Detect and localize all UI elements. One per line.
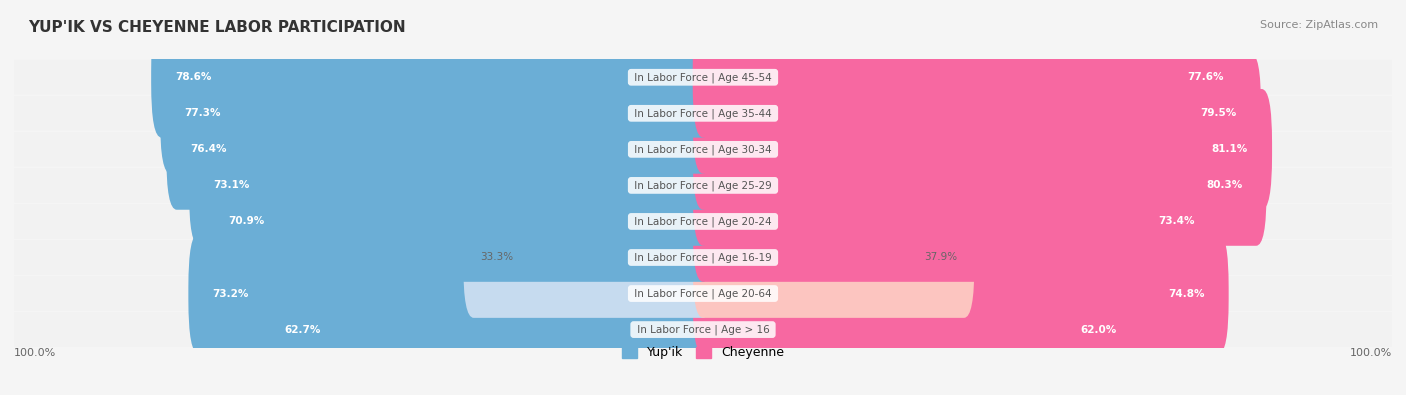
Text: 80.3%: 80.3% xyxy=(1206,181,1243,190)
Text: 33.3%: 33.3% xyxy=(481,252,513,263)
Text: 62.0%: 62.0% xyxy=(1080,325,1116,335)
Text: 81.1%: 81.1% xyxy=(1212,144,1249,154)
FancyBboxPatch shape xyxy=(693,89,1272,210)
Text: 73.1%: 73.1% xyxy=(214,181,249,190)
FancyBboxPatch shape xyxy=(693,161,1219,282)
Text: In Labor Force | Age 25-29: In Labor Force | Age 25-29 xyxy=(631,180,775,191)
FancyBboxPatch shape xyxy=(188,125,713,246)
FancyBboxPatch shape xyxy=(693,269,1140,390)
FancyBboxPatch shape xyxy=(14,312,1392,347)
Text: 37.9%: 37.9% xyxy=(924,252,957,263)
Text: 77.6%: 77.6% xyxy=(1187,72,1223,82)
Text: 62.7%: 62.7% xyxy=(285,325,321,335)
FancyBboxPatch shape xyxy=(160,53,713,174)
Text: 77.3%: 77.3% xyxy=(184,108,221,118)
Text: Source: ZipAtlas.com: Source: ZipAtlas.com xyxy=(1260,20,1378,30)
Text: 78.6%: 78.6% xyxy=(176,72,212,82)
Text: 100.0%: 100.0% xyxy=(1350,348,1392,357)
FancyBboxPatch shape xyxy=(14,204,1392,239)
FancyBboxPatch shape xyxy=(463,197,713,318)
Text: In Labor Force | Age 16-19: In Labor Force | Age 16-19 xyxy=(631,252,775,263)
Text: In Labor Force | Age 20-64: In Labor Force | Age 20-64 xyxy=(631,288,775,299)
FancyBboxPatch shape xyxy=(204,161,713,282)
Text: 70.9%: 70.9% xyxy=(228,216,264,226)
Text: 76.4%: 76.4% xyxy=(190,144,226,154)
FancyBboxPatch shape xyxy=(693,17,1249,137)
Text: In Labor Force | Age > 16: In Labor Force | Age > 16 xyxy=(634,324,772,335)
FancyBboxPatch shape xyxy=(14,168,1392,203)
FancyBboxPatch shape xyxy=(693,197,974,318)
Text: 79.5%: 79.5% xyxy=(1201,108,1237,118)
FancyBboxPatch shape xyxy=(260,269,713,390)
Text: 73.4%: 73.4% xyxy=(1159,216,1195,226)
FancyBboxPatch shape xyxy=(693,53,1261,174)
FancyBboxPatch shape xyxy=(693,233,1229,354)
FancyBboxPatch shape xyxy=(152,17,713,137)
Text: In Labor Force | Age 20-24: In Labor Force | Age 20-24 xyxy=(631,216,775,227)
Text: In Labor Force | Age 30-34: In Labor Force | Age 30-34 xyxy=(631,144,775,154)
FancyBboxPatch shape xyxy=(14,240,1392,275)
Text: 73.2%: 73.2% xyxy=(212,288,249,299)
FancyBboxPatch shape xyxy=(14,96,1392,131)
FancyBboxPatch shape xyxy=(14,276,1392,311)
FancyBboxPatch shape xyxy=(14,60,1392,94)
FancyBboxPatch shape xyxy=(14,132,1392,167)
FancyBboxPatch shape xyxy=(166,89,713,210)
Text: In Labor Force | Age 45-54: In Labor Force | Age 45-54 xyxy=(631,72,775,83)
FancyBboxPatch shape xyxy=(693,125,1267,246)
Text: 74.8%: 74.8% xyxy=(1168,288,1205,299)
Text: 100.0%: 100.0% xyxy=(14,348,56,357)
FancyBboxPatch shape xyxy=(188,233,713,354)
Legend: Yup'ik, Cheyenne: Yup'ik, Cheyenne xyxy=(617,341,789,365)
Text: In Labor Force | Age 35-44: In Labor Force | Age 35-44 xyxy=(631,108,775,118)
Text: YUP'IK VS CHEYENNE LABOR PARTICIPATION: YUP'IK VS CHEYENNE LABOR PARTICIPATION xyxy=(28,20,406,35)
